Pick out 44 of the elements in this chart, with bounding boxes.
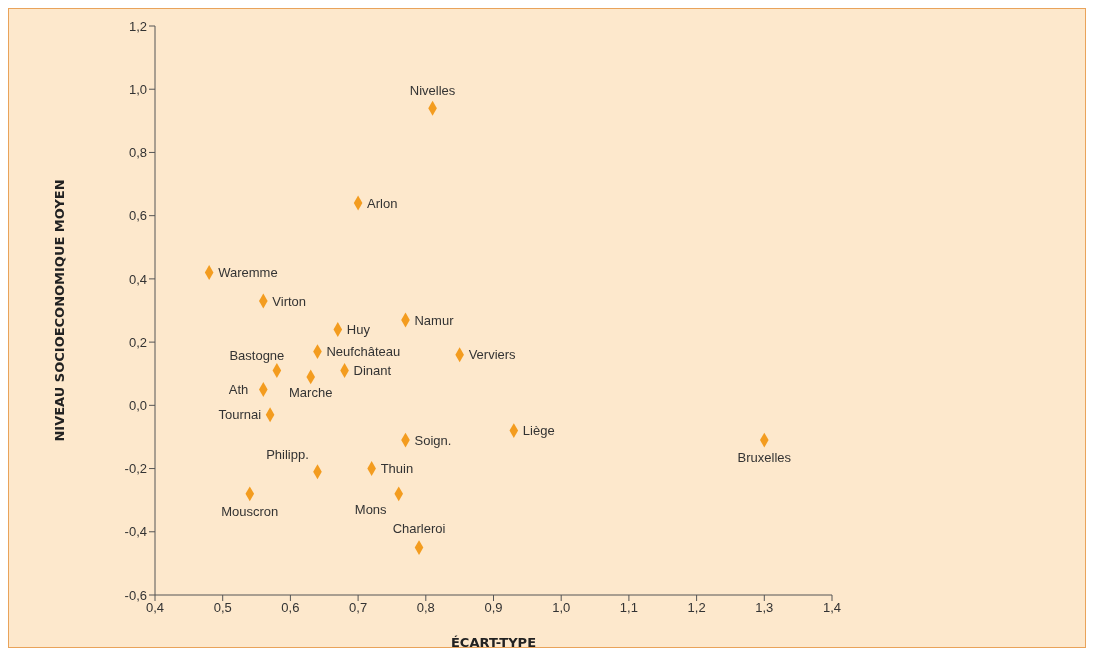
x-tick-label: 1,1 [619, 600, 638, 616]
annotation: Neufchâteau [326, 344, 401, 360]
x-tick-label: 0,9 [484, 600, 503, 616]
annotation: Dinant [353, 363, 392, 379]
x-tick-label: 0,8 [416, 600, 435, 616]
y-tick-label: 0,4 [128, 271, 147, 287]
x-tick-label: 0,4 [145, 600, 165, 616]
annotation: Philipp. [266, 446, 309, 462]
x-tick-label: 1,0 [552, 600, 571, 616]
y-tick-label: 0,6 [128, 208, 147, 224]
annotation: Soign. [414, 432, 452, 448]
y-tick-label: 0,0 [128, 397, 147, 413]
annotation: Nivelles [409, 83, 456, 99]
x-tick-label: 1,2 [687, 600, 706, 616]
y-tick-label: -0,6 [124, 587, 147, 603]
y-axis-title: NIVEAU SOCIOECONOMIQUE MOYEN [51, 179, 67, 442]
x-tick-label: 0,7 [349, 600, 368, 616]
annotation: Tournai [218, 407, 262, 423]
y-tick-label: 0,2 [128, 334, 147, 350]
annotation: Mouscron [221, 504, 279, 520]
annotation: Thuin [380, 461, 414, 477]
annotation: Ath [228, 382, 249, 398]
annotation: Mons [354, 502, 388, 518]
annotation: Liège [522, 423, 555, 439]
annotation: Bruxelles [737, 450, 792, 466]
annotation: Namur [414, 312, 455, 328]
annotation: Huy [346, 322, 371, 338]
annotation: Bastogne [229, 347, 285, 363]
annotation: Marche [289, 385, 333, 401]
x-tick-label: 1,4 [822, 600, 842, 616]
annotation: Waremme [218, 265, 278, 281]
annotation: Verviers [468, 347, 517, 363]
annotation: Charleroi [392, 520, 446, 536]
y-tick-label: 0,8 [128, 145, 147, 161]
x-tick-label: 1,3 [755, 600, 774, 616]
x-axis-title: ÉCART-TYPE [450, 635, 537, 650]
x-tick-label: 0,5 [213, 600, 232, 616]
y-tick-label: -0,4 [124, 524, 147, 540]
y-tick-label: 1,0 [128, 81, 147, 97]
y-tick-label: -0,2 [124, 461, 147, 477]
y-tick-label: 1,2 [128, 18, 147, 34]
x-tick-label: 0,6 [281, 600, 300, 616]
annotation: Virton [272, 293, 307, 309]
annotation: Arlon [367, 195, 398, 211]
